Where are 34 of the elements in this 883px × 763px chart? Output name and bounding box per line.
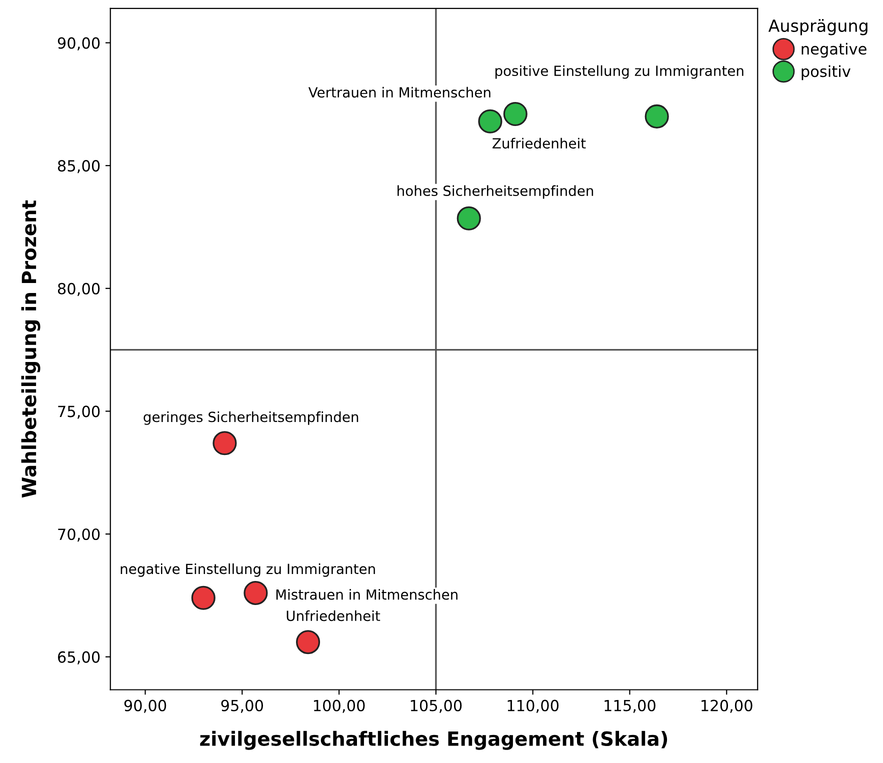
x-axis-title: zivilgesellschaftliches Engagement (Skala) bbox=[200, 730, 668, 750]
legend-title: Ausprägung bbox=[768, 19, 868, 36]
annotation: hohes Sicherheitsempfinden bbox=[398, 185, 594, 199]
annotation: negative Einstellung zu Immigranten bbox=[120, 563, 375, 577]
point bbox=[478, 109, 502, 134]
annotation: Mistrauen in Mitmenschen bbox=[276, 589, 458, 600]
annotation: Unfriedenheit bbox=[286, 610, 380, 622]
annotation: positive Einstellung zu Immigranten bbox=[495, 65, 744, 79]
x-tick-label: 95,00 bbox=[221, 700, 263, 713]
y-tick-label: 70,00 bbox=[58, 528, 100, 542]
y-tick-label: 80,00 bbox=[58, 282, 100, 296]
y-tick-label: 65,00 bbox=[58, 651, 100, 664]
point bbox=[503, 102, 528, 126]
point bbox=[296, 630, 320, 654]
point bbox=[191, 586, 216, 610]
x-tick-label: 115,00 bbox=[604, 700, 656, 713]
y-tick-label: 75,00 bbox=[58, 406, 100, 419]
x-tick-label: 110,00 bbox=[508, 700, 559, 713]
point bbox=[456, 206, 481, 230]
x-tick-label: 120,00 bbox=[702, 700, 752, 713]
legend-label: positiv bbox=[802, 65, 850, 80]
annotation: geringes Sicherheitsempfinden bbox=[144, 411, 358, 425]
point bbox=[644, 104, 669, 128]
y-tick-label: 90,00 bbox=[58, 37, 100, 50]
annotation: Zufriedenheit bbox=[492, 138, 586, 149]
point bbox=[244, 580, 268, 606]
x-tick-label: 90,00 bbox=[124, 700, 166, 713]
legend-label: negative bbox=[802, 42, 866, 58]
point bbox=[212, 431, 237, 456]
x-tick-label: 100,00 bbox=[314, 700, 365, 713]
y-axis-title: Wahlbeteiligung in Prozent bbox=[21, 200, 40, 498]
annotation: Vertrauen in Mitmenschen bbox=[308, 86, 490, 98]
x-tick-label: 105,00 bbox=[410, 700, 462, 713]
y-tick-label: 85,00 bbox=[58, 160, 100, 174]
